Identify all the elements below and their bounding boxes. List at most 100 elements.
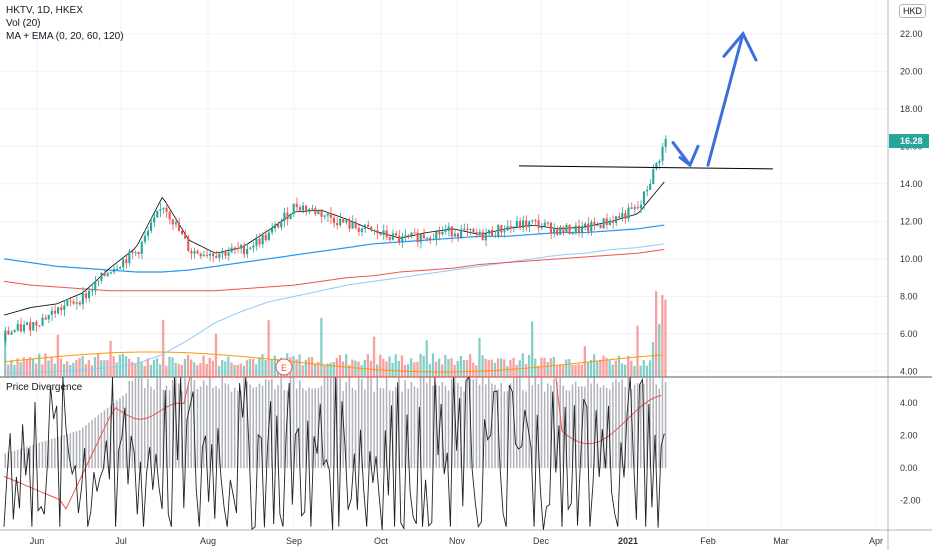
candle-body <box>283 212 286 222</box>
divergence-bar <box>364 389 366 469</box>
time-axis-tick: Jun <box>30 536 45 546</box>
divergence-bar <box>547 383 549 469</box>
candle-body <box>174 222 177 225</box>
divergence-bar <box>367 377 369 469</box>
volume-bar <box>416 361 419 377</box>
candle-body <box>360 228 363 232</box>
divergence-bar <box>345 382 347 469</box>
volume-bar <box>385 361 388 377</box>
volume-bar <box>326 363 329 377</box>
candle-body <box>410 232 413 236</box>
divergence-bar <box>187 385 189 469</box>
divergence-bar <box>82 427 84 469</box>
last-price-tag <box>889 134 929 149</box>
volume-bar <box>546 362 549 377</box>
ema-60-line <box>3 224 665 273</box>
candle-body <box>88 290 91 299</box>
volume-bar <box>453 364 456 377</box>
volume-bar <box>639 365 642 377</box>
candle-body <box>348 219 351 229</box>
divergence-bar <box>29 445 31 469</box>
divergence-bar <box>283 390 285 469</box>
volume-bar <box>456 361 459 377</box>
volume-bar <box>180 364 183 377</box>
volume-indicator-label[interactable]: Vol (20) <box>6 18 41 29</box>
volume-bar <box>348 364 351 377</box>
candle-body <box>205 254 208 256</box>
volume-bar <box>320 317 323 377</box>
candle-body <box>425 237 428 239</box>
divergence-bar <box>252 387 254 469</box>
candle-body <box>224 250 227 256</box>
volume-bar <box>87 360 90 377</box>
volume-bar <box>512 357 515 377</box>
volume-bar <box>462 360 466 377</box>
volume-bar <box>208 357 211 377</box>
divergence-bar <box>274 389 276 469</box>
volume-bar <box>214 333 218 377</box>
price-axis-tick: 22.00 <box>900 29 923 39</box>
currency-badge[interactable]: HKD <box>898 4 926 18</box>
candle-body <box>66 300 69 306</box>
divergence-bar <box>661 377 664 469</box>
divergence-bar <box>655 384 657 469</box>
volume-bar <box>221 360 224 377</box>
candle-body <box>119 267 122 269</box>
candle-body <box>618 216 621 219</box>
moving-average-indicator-label[interactable]: MA + EMA (0, 20, 60, 120) <box>6 31 124 42</box>
candle-body <box>655 162 658 170</box>
volume-bar <box>152 359 156 377</box>
candle-body <box>556 227 559 235</box>
candle-body <box>460 229 463 237</box>
divergence-bar <box>221 377 223 469</box>
candle-body <box>280 221 283 228</box>
volume-bar <box>93 357 97 377</box>
volume-bar <box>484 358 487 377</box>
candle-body <box>429 237 432 240</box>
volume-bar <box>391 362 394 377</box>
divergence-bar <box>584 386 586 469</box>
indicator-axis-tick: -2.00 <box>900 496 921 506</box>
price-axis-tick: 10.00 <box>900 254 923 264</box>
candle-body <box>444 230 447 232</box>
divergence-bar <box>20 448 22 469</box>
candle-body <box>233 247 236 249</box>
divergence-bar <box>481 377 484 469</box>
volume-bar <box>233 364 236 377</box>
volume-bar <box>611 364 614 377</box>
volume-bar <box>267 320 270 377</box>
volume-bar <box>205 363 208 377</box>
volume-bar <box>397 360 400 377</box>
divergence-bar <box>212 387 214 469</box>
divergence-bar <box>44 440 47 469</box>
volume-bar <box>583 346 586 377</box>
candle-body <box>342 218 345 223</box>
divergence-bar <box>404 380 406 469</box>
divergence-bar <box>32 444 34 469</box>
candle-body <box>407 235 410 237</box>
volume-bar <box>407 364 410 377</box>
divergence-bar <box>649 377 651 469</box>
candle-body <box>323 215 326 217</box>
volume-bar <box>577 364 580 377</box>
volume-bar <box>562 365 565 377</box>
divergence-bar <box>330 377 332 469</box>
divergence-bar <box>311 388 313 469</box>
candle-body <box>450 226 453 237</box>
volume-bar <box>338 355 342 377</box>
volume-bar <box>540 357 543 377</box>
candle-body <box>38 325 41 327</box>
time-axis-tick: Jul <box>115 536 127 546</box>
candle-body <box>208 253 211 256</box>
candle-body <box>336 223 339 226</box>
candle-body <box>16 324 19 331</box>
candle-body <box>587 223 590 232</box>
candle-body <box>212 253 215 257</box>
price-divergence-label[interactable]: Price Divergence <box>6 382 83 393</box>
candle-body <box>621 213 624 219</box>
volume-bar <box>469 354 472 377</box>
divergence-bar <box>88 422 90 469</box>
divergence-bar <box>506 391 509 469</box>
divergence-bar <box>326 377 329 469</box>
